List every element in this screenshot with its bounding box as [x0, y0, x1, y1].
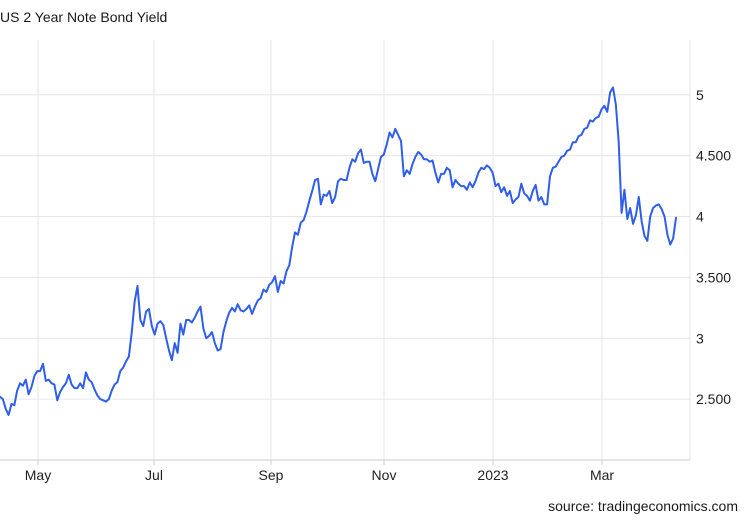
grid	[0, 40, 690, 460]
x-tick-label: May	[25, 467, 51, 483]
y-tick-label: 5	[696, 87, 704, 103]
y-tick-label: 3	[696, 330, 704, 346]
x-tick-label: 2023	[477, 467, 508, 483]
source-credit: source: tradingeconomics.com	[548, 498, 738, 514]
tick-labels: 2.500 3 3.500 4 4.500 5 May Jul Sep Nov 2023 Mar	[25, 87, 731, 483]
x-tick-label: Jul	[145, 467, 163, 483]
y-tick-label: 2.500	[696, 391, 731, 407]
series-line	[0, 86, 677, 416]
x-tick-label: Sep	[259, 467, 284, 483]
axes	[0, 40, 691, 465]
y-tick-label: 4.500	[696, 148, 731, 164]
chart-title: US 2 Year Note Bond Yield	[0, 9, 168, 25]
y-tick-label: 4	[696, 209, 704, 225]
series-layer	[0, 86, 677, 416]
x-tick-label: Mar	[590, 467, 614, 483]
y-tick-label: 3.500	[696, 269, 731, 285]
x-tick-label: Nov	[372, 467, 397, 483]
